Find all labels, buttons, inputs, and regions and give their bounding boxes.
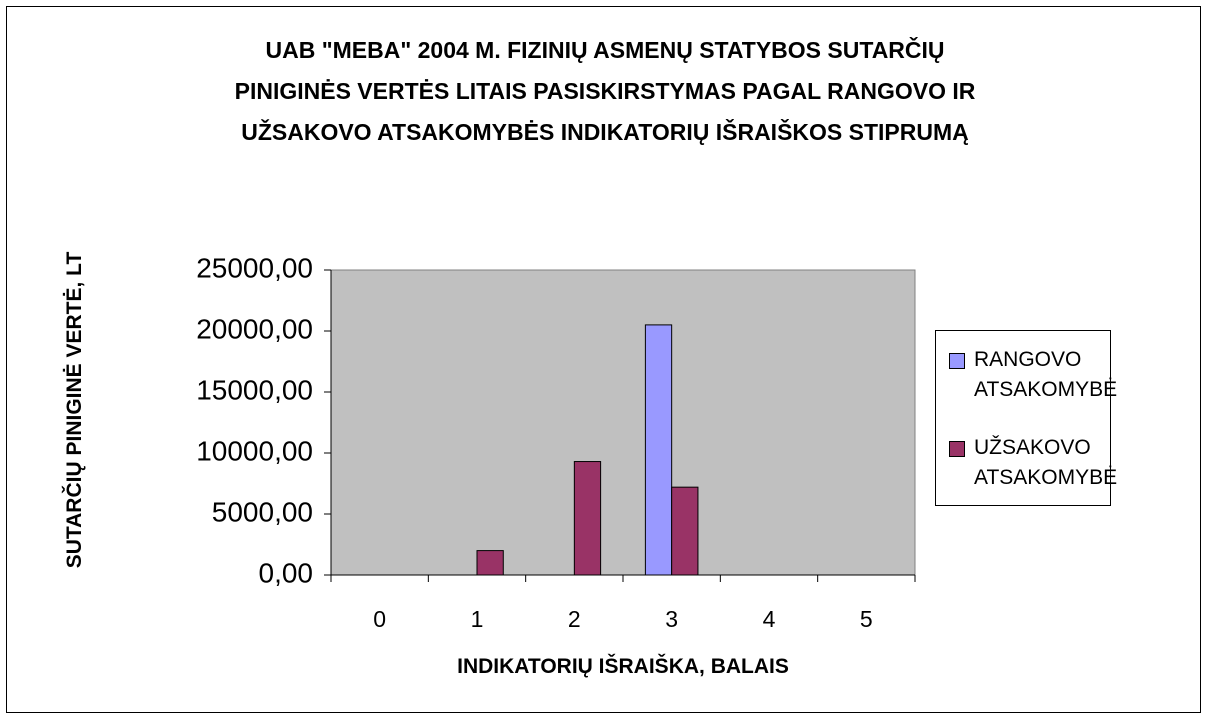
y-axis-label: SUTARČIŲ PINIGINĖ VERTĖ, LT bbox=[63, 251, 86, 569]
chart-title: UAB "MEBA" 2004 M. FIZINIŲ ASMENŲ STATYB… bbox=[234, 37, 976, 145]
x-tick-label: 4 bbox=[763, 606, 776, 632]
bar bbox=[671, 486, 699, 576]
y-tick-label: 10000,00 bbox=[196, 435, 313, 466]
y-tick-label: 25000,00 bbox=[196, 252, 313, 283]
x-tick-label: 0 bbox=[373, 606, 386, 632]
x-tick-label: 3 bbox=[665, 606, 678, 632]
bar bbox=[573, 461, 602, 576]
plot-area bbox=[330, 269, 916, 576]
y-tick-label: 0,00 bbox=[259, 557, 314, 588]
legend-swatch bbox=[949, 441, 965, 457]
x-tick-label: 5 bbox=[860, 606, 873, 632]
chart-frame bbox=[6, 6, 1201, 713]
legend-label: RANGOVO ATSAKOMYBĖ bbox=[974, 348, 1118, 401]
x-tick-label: 2 bbox=[568, 606, 581, 632]
legend-swatch bbox=[949, 353, 965, 369]
bar bbox=[476, 550, 504, 576]
x-tick-label: 1 bbox=[471, 606, 484, 632]
y-tick-label: 20000,00 bbox=[196, 313, 313, 344]
bar bbox=[644, 324, 673, 576]
y-tick-label: 15000,00 bbox=[196, 374, 313, 405]
legend: RANGOVO ATSAKOMYBĖ UŽSAKOVO ATSAKOMYBĖ bbox=[935, 330, 1118, 506]
y-tick-label: 5000,00 bbox=[212, 496, 313, 527]
x-axis-label: INDIKATORIŲ IŠRAIŠKA, BALAIS bbox=[457, 655, 789, 678]
legend-label: UŽSAKOVO ATSAKOMYBĖ bbox=[974, 436, 1118, 489]
